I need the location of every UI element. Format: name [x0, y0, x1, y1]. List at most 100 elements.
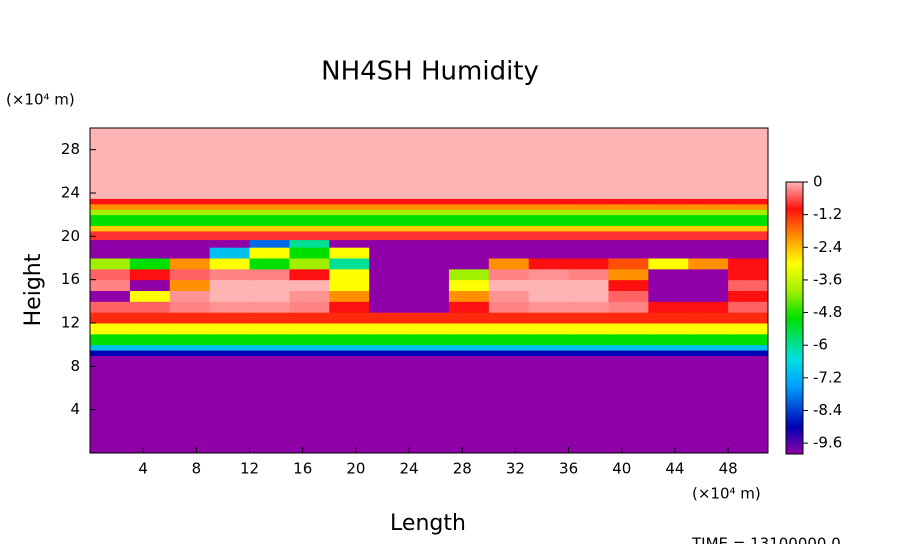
- cell: [448, 198, 490, 205]
- cell: [289, 301, 330, 313]
- cell: [528, 209, 570, 216]
- cell: [648, 350, 689, 356]
- cell: [528, 290, 570, 302]
- cell: [249, 230, 290, 241]
- colorbar-tick-label: -6: [813, 336, 828, 354]
- cell: [568, 203, 609, 210]
- cell: [528, 344, 570, 351]
- cell: [169, 198, 211, 205]
- cell: [648, 323, 689, 335]
- cell: [409, 290, 450, 302]
- cell: [488, 247, 530, 259]
- cell: [728, 333, 769, 346]
- cell: [249, 239, 290, 248]
- cell: [90, 239, 131, 248]
- cell: [688, 203, 729, 210]
- cell: [528, 323, 570, 335]
- x-tick-label: 44: [665, 460, 684, 478]
- x-tick-label: 28: [453, 460, 472, 478]
- cell: [448, 203, 490, 210]
- cell: [369, 268, 410, 281]
- cell: [90, 290, 131, 302]
- cell: [648, 344, 689, 351]
- colorbar: [785, 181, 804, 455]
- y-unit: (×10⁴ m): [6, 91, 75, 109]
- cell: [409, 323, 450, 335]
- cell: [648, 301, 689, 313]
- cell: [249, 312, 290, 324]
- cell: [568, 323, 609, 335]
- cell: [289, 214, 330, 226]
- cell: [409, 333, 450, 346]
- cell: [369, 350, 410, 356]
- cell: [169, 258, 211, 270]
- cell: [528, 214, 570, 226]
- cell: [568, 279, 609, 291]
- cell: [90, 198, 131, 205]
- x-tick-label: 24: [400, 460, 419, 478]
- cell: [209, 355, 251, 454]
- cell: [568, 209, 609, 216]
- cell: [249, 268, 290, 281]
- cell: [329, 209, 370, 216]
- cell: [409, 214, 450, 226]
- cell: [648, 225, 689, 232]
- cell: [728, 355, 769, 454]
- cell: [169, 350, 211, 356]
- cell: [488, 230, 530, 241]
- cell: [329, 214, 370, 226]
- cell: [369, 225, 410, 232]
- cell: [688, 268, 729, 281]
- cell: [568, 214, 609, 226]
- cell: [289, 239, 330, 248]
- cell: [90, 203, 131, 210]
- cell: [608, 268, 649, 281]
- cell: [129, 290, 171, 302]
- cell: [209, 214, 251, 226]
- cell: [409, 203, 450, 210]
- cell: [409, 239, 450, 248]
- plot-frame: [89, 127, 769, 454]
- cell: [688, 198, 729, 205]
- cell: [90, 128, 131, 199]
- cell: [688, 128, 729, 199]
- cell: [329, 355, 370, 454]
- cell: [688, 301, 729, 313]
- cell: [289, 312, 330, 324]
- cell: [369, 312, 410, 324]
- x-axis-label: Length: [390, 511, 466, 536]
- cell: [728, 350, 769, 356]
- cell: [249, 344, 290, 351]
- cell: [289, 350, 330, 356]
- cell: [608, 258, 649, 270]
- cell: [608, 128, 649, 199]
- cell: [568, 198, 609, 205]
- cell: [209, 128, 251, 199]
- cell: [369, 258, 410, 270]
- cell: [209, 203, 251, 210]
- cell: [90, 355, 131, 454]
- cell: [608, 209, 649, 216]
- cell: [209, 247, 251, 259]
- cell: [289, 209, 330, 216]
- cell: [409, 225, 450, 232]
- cell: [209, 258, 251, 270]
- cell: [488, 279, 530, 291]
- heatmap: [90, 128, 769, 454]
- cell: [688, 355, 729, 454]
- cell: [329, 247, 370, 259]
- cell: [289, 225, 330, 232]
- x-tick-label: 8: [192, 460, 202, 478]
- cell: [90, 333, 131, 346]
- cell: [488, 268, 530, 281]
- cell: [209, 268, 251, 281]
- cell: [169, 333, 211, 346]
- x-tick-label: 12: [240, 460, 259, 478]
- cell: [608, 350, 649, 356]
- cell: [329, 258, 370, 270]
- cell: [528, 239, 570, 248]
- cell: [409, 198, 450, 205]
- cell: [209, 350, 251, 356]
- cell: [169, 209, 211, 216]
- cell: [409, 230, 450, 241]
